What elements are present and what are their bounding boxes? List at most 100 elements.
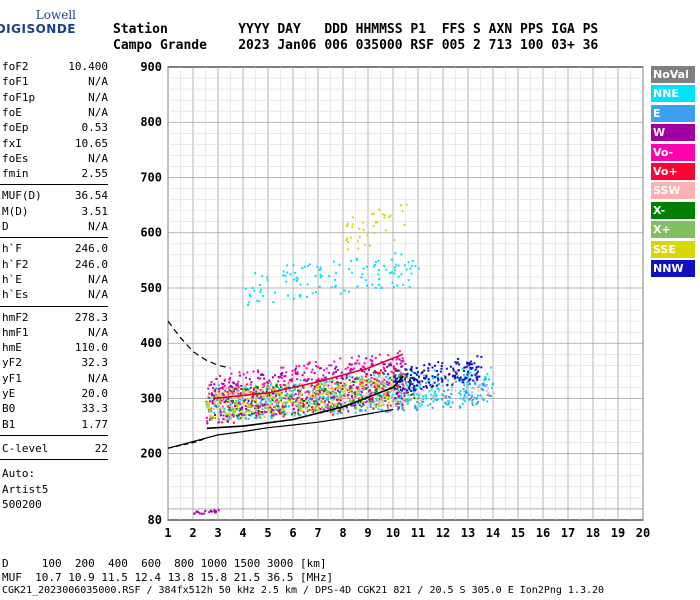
scatter-point (351, 392, 354, 395)
scatter-point (290, 413, 293, 416)
scatter-point (213, 417, 216, 420)
scatter-point (331, 387, 334, 390)
param-value: 33.3 (81, 402, 109, 416)
scatter-point (239, 403, 242, 406)
scatter-point (359, 389, 362, 392)
scatter-point (324, 381, 327, 384)
scatter-point (407, 394, 410, 397)
scatter-point (366, 379, 368, 382)
scatter-point (399, 388, 402, 391)
scatter-point (361, 273, 364, 276)
scatter-point (461, 367, 464, 370)
scatter-point (447, 400, 450, 403)
scatter-point (252, 391, 255, 394)
scatter-point (468, 379, 471, 382)
scatter-point (209, 397, 212, 400)
scatter-point (370, 380, 373, 383)
scatter-point (397, 264, 400, 267)
scatter-point (405, 387, 408, 390)
scatter-point (223, 378, 226, 381)
scatter-point (392, 398, 395, 401)
scatter-point (275, 394, 278, 397)
scatter-point (266, 407, 269, 409)
scatter-point (401, 404, 404, 407)
scatter-point (392, 375, 395, 378)
scatter-point (388, 391, 391, 393)
scatter-point (341, 385, 344, 387)
scatter-point (238, 409, 241, 412)
scatter-point (225, 414, 228, 417)
scatter-point (432, 377, 434, 380)
scatter-point (302, 386, 305, 389)
scatter-point (225, 404, 228, 407)
scatter-point (255, 414, 258, 417)
scatter-point (398, 374, 401, 377)
scatter-point (336, 387, 339, 390)
scatter-point (285, 405, 288, 408)
scatter-point (413, 388, 415, 391)
scatter-point (293, 401, 296, 404)
scatter-point (240, 415, 243, 418)
scatter-point (401, 402, 404, 405)
scatter-point (433, 381, 436, 384)
scatter-point (372, 371, 375, 374)
trace-curve-upper (206, 375, 404, 430)
scatter-point (463, 395, 466, 398)
scatter-point (225, 387, 228, 390)
scatter-point (427, 367, 430, 370)
scatter-point (253, 417, 256, 420)
scatter-point (468, 393, 471, 396)
scatter-point (442, 405, 445, 408)
scatter-point (353, 405, 356, 408)
param-name: hmF1 (2, 325, 29, 339)
x-tick-label: 3 (214, 526, 221, 540)
scatter-point (450, 393, 453, 396)
scatter-point (208, 409, 211, 412)
scatter-point (449, 406, 452, 409)
scatter-point (232, 421, 235, 424)
scatter-point (276, 385, 279, 388)
scatter-point (354, 402, 357, 405)
scatter-point (269, 396, 272, 399)
scatter-point (232, 386, 235, 389)
scatter-point (359, 408, 362, 411)
scatter-point (231, 402, 234, 405)
scatter-point (254, 272, 257, 275)
scatter-point (467, 376, 470, 379)
scatter-point (256, 405, 259, 408)
scatter-point (355, 390, 358, 393)
scatter-point (346, 389, 349, 392)
scatter-point (383, 264, 386, 267)
scatter-point (281, 408, 284, 411)
scatter-point (290, 401, 293, 404)
scatter-point (322, 380, 325, 383)
scatter-point (320, 378, 323, 381)
scatter-point (314, 386, 317, 388)
scatter-point (242, 399, 245, 402)
scatter-point (312, 392, 315, 395)
scatter-point (403, 395, 406, 398)
scatter-point (471, 404, 474, 406)
scatter-point (387, 354, 390, 357)
scatter-point (351, 216, 354, 219)
scatter-point (277, 393, 280, 396)
scatter-point (212, 396, 215, 399)
scatter-point (301, 399, 303, 402)
scatter-point (320, 387, 323, 390)
scatter-point (282, 366, 285, 369)
scatter-point (486, 373, 489, 376)
scatter-point (228, 411, 231, 414)
scatter-point (241, 396, 244, 399)
scatter-point (347, 394, 350, 397)
scatter-point (313, 408, 316, 411)
scatter-point (303, 400, 306, 402)
scatter-point (291, 369, 294, 372)
scatter-point (355, 386, 358, 389)
scatter-point (208, 403, 210, 406)
scatter-point (397, 406, 400, 409)
scatter-point (206, 401, 208, 404)
scatter-point (393, 238, 396, 241)
scatter-point (261, 383, 264, 386)
scatter-point (440, 365, 443, 367)
scatter-point (364, 409, 367, 412)
